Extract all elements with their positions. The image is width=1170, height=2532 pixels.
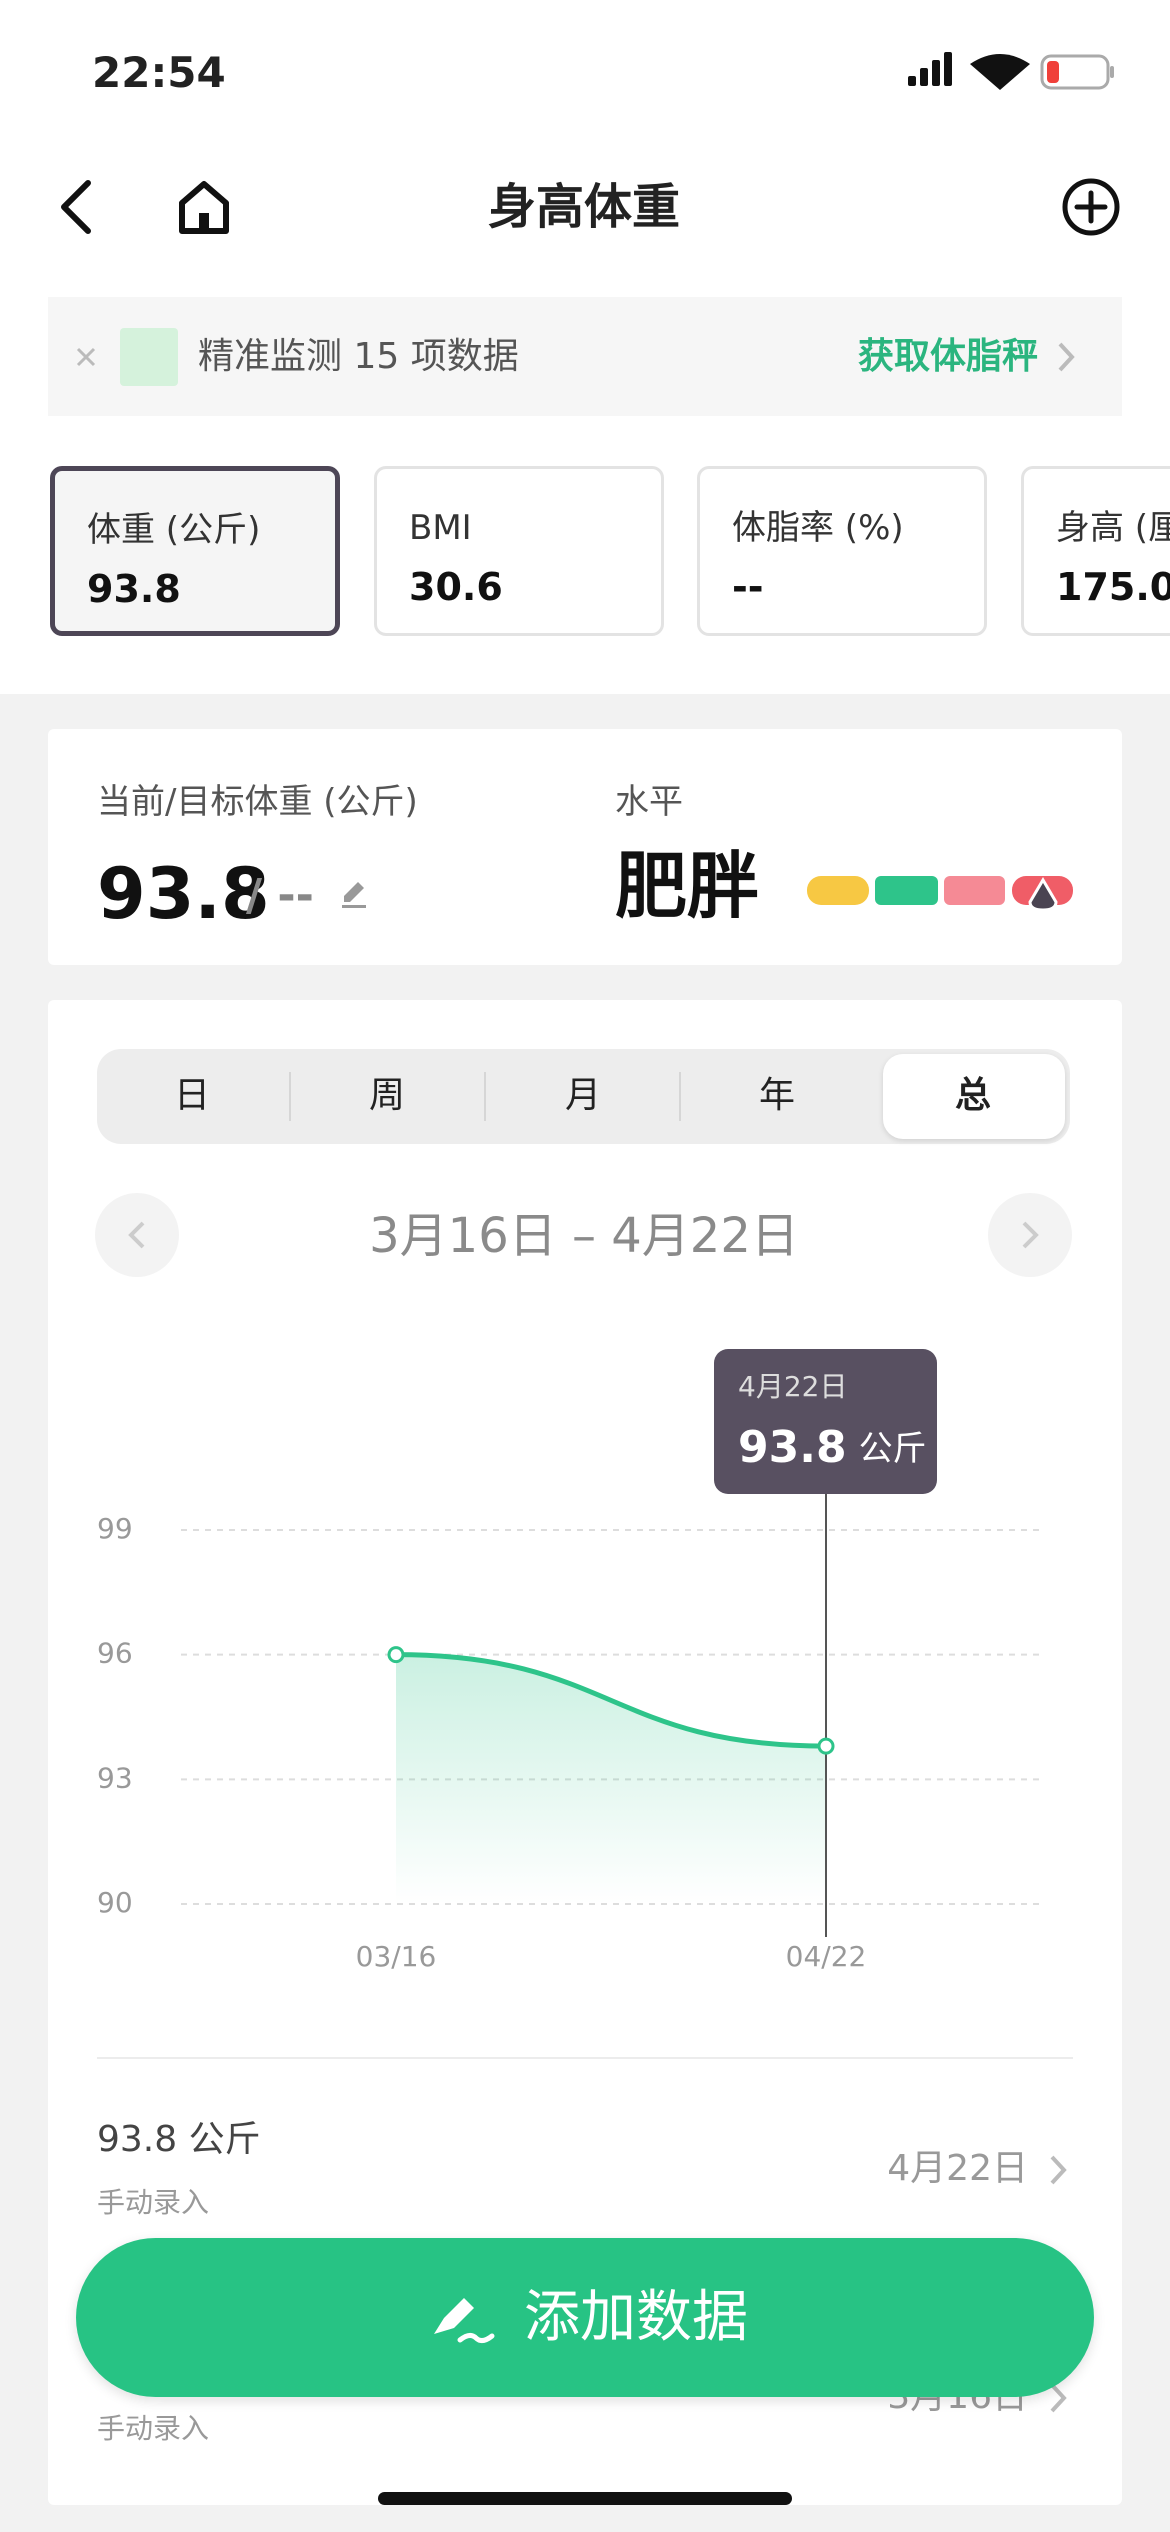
divider — [97, 2057, 1073, 2059]
summary-label: 当前/目标体重 (公斤) — [97, 782, 418, 822]
status-icons — [908, 52, 1114, 90]
add-data-label: 添加数据 — [524, 2285, 748, 2350]
record-source: 手动录入 — [97, 2186, 210, 2219]
metric-card[interactable]: 体重 (公斤) 93.8 — [50, 466, 340, 636]
y-tick-label: 93 — [97, 1761, 133, 1794]
banner-text: 精准监测 15 项数据 — [198, 336, 519, 377]
tooltip — [714, 1349, 937, 1494]
banner-link[interactable]: 获取体脂秤 — [857, 336, 1038, 377]
page-title: 身高体重 — [487, 179, 681, 235]
x-tick-label: 04/22 — [786, 1940, 867, 1973]
divider — [484, 1072, 486, 1121]
current-weight: 93.8 — [97, 853, 270, 935]
close-icon[interactable] — [74, 345, 98, 369]
record-date: 4月22日 — [887, 2148, 1028, 2189]
level-label: 水平 — [615, 782, 683, 822]
metric-label: 体重 (公斤) — [87, 510, 261, 550]
edit-icon[interactable] — [338, 878, 370, 910]
target-weight: / -- — [246, 870, 314, 921]
level-bar — [807, 876, 1073, 912]
y-tick-label: 90 — [97, 1886, 133, 1919]
divider — [289, 1072, 291, 1121]
record-value: 93.8 公斤 — [97, 2119, 261, 2160]
home-button[interactable] — [174, 177, 234, 237]
metric-label: 体脂率 (%) — [732, 508, 904, 548]
period-tab[interactable]: 年 — [758, 1075, 796, 1116]
tooltip-value: 93.8 — [738, 1422, 847, 1473]
chevron — [1050, 2383, 1067, 2413]
metric-label: 身高 (厘 — [1056, 508, 1170, 548]
data-point — [817, 1737, 835, 1755]
period-tab[interactable]: 周 — [368, 1075, 406, 1116]
period-tab[interactable]: 总 — [954, 1075, 992, 1116]
line-area — [396, 1654, 826, 1904]
period-tab[interactable]: 月 — [564, 1075, 602, 1116]
metric-value: -- — [732, 565, 764, 609]
back-button[interactable] — [50, 177, 110, 237]
add-icon-button[interactable] — [1060, 176, 1122, 238]
add-data-icon — [434, 2298, 495, 2344]
tooltip-text: 93.8 公斤 — [738, 1422, 927, 1473]
summary-card — [48, 729, 1122, 965]
tooltip-date: 4月22日 — [738, 1370, 847, 1403]
divider — [679, 1072, 681, 1121]
metric-value: 93.8 — [87, 567, 181, 611]
metric-label: BMI — [409, 508, 472, 548]
x-tick-label: 03/16 — [356, 1940, 437, 1973]
tooltip-unit: 公斤 — [859, 1429, 927, 1469]
metric-card[interactable]: BMI 30.6 — [374, 466, 664, 636]
promo-banner — [48, 297, 1122, 416]
status-time: 22:54 — [92, 48, 226, 97]
y-tick-label: 96 — [97, 1637, 133, 1670]
scale-thumbnail — [120, 328, 178, 386]
date-range: 3月16日 – 4月22日 — [369, 1208, 799, 1264]
y-tick-label: 99 — [97, 1512, 133, 1545]
period-tab[interactable]: 日 — [173, 1075, 211, 1116]
chevron — [1058, 342, 1075, 372]
metric-value: 30.6 — [409, 565, 503, 609]
level-value: 肥胖 — [615, 844, 760, 928]
home-indicator — [378, 2492, 792, 2505]
period-selected — [883, 1054, 1065, 1139]
add-data-button[interactable] — [76, 2238, 1094, 2397]
weight-chart: 90 93 96 99 03/16 04/22 4月22日 93.8 公斤 — [97, 1349, 1041, 1973]
chevron — [1050, 2155, 1067, 2185]
weight-line — [395, 1652, 827, 1749]
metric-card[interactable]: 体脂率 (%) -- — [697, 466, 987, 636]
record-source: 手动录入 — [97, 2412, 210, 2445]
data-point — [387, 1646, 405, 1664]
metric-card[interactable]: 身高 (厘 175.0 — [1021, 466, 1170, 636]
prev-range-button[interactable] — [95, 1193, 179, 1277]
next-range-button[interactable] — [988, 1193, 1072, 1277]
metric-value: 175.0 — [1056, 565, 1170, 609]
